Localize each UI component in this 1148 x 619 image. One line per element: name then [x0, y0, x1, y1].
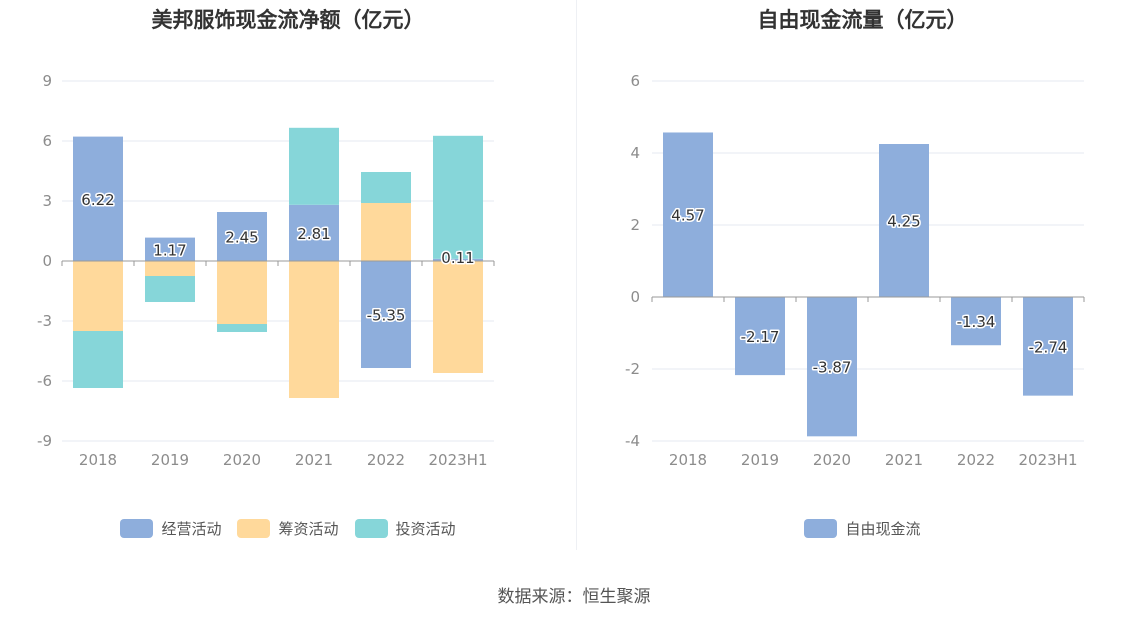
bar [361, 172, 411, 203]
x-tick-label: 2022 [957, 451, 995, 469]
x-tick-label: 2020 [813, 451, 851, 469]
y-tick-label: -9 [37, 432, 52, 450]
y-tick-label: 4 [630, 144, 640, 162]
x-tick-label: 2019 [741, 451, 779, 469]
bar [289, 204, 339, 261]
bar [807, 297, 857, 437]
x-tick-label: 2023H1 [429, 451, 488, 469]
y-tick-label: -3 [37, 312, 52, 330]
legend: 经营活动 筹资活动 投资活动 [0, 518, 576, 539]
x-tick-label: 2021 [295, 451, 333, 469]
legend-label: 自由现金流 [845, 520, 921, 538]
y-tick-label: 2 [630, 216, 640, 234]
bar [663, 132, 713, 297]
bar [879, 144, 929, 297]
x-tick-label: 2018 [79, 451, 117, 469]
x-tick-label: 2022 [367, 451, 405, 469]
legend-swatch [804, 519, 838, 538]
x-tick-label: 2020 [223, 451, 261, 469]
legend-label: 投资活动 [395, 520, 456, 538]
y-tick-label: -2 [625, 360, 640, 378]
cash-flow-net-chart: -9 -6 -3 0 3 6 9 6.22 1.17 2.45 2.81 -5.35 0.11 2018 2… [37, 72, 495, 469]
bar [145, 276, 195, 302]
bar [145, 261, 195, 276]
legend: 自由现金流 [577, 518, 1148, 539]
legend-label: 经营活动 [161, 520, 222, 538]
bar [289, 261, 339, 398]
bar [433, 135, 483, 259]
legend-swatch [120, 519, 154, 538]
y-tick-label: 9 [42, 72, 52, 90]
data-source: 数据来源：恒生聚源 [497, 587, 651, 607]
bar [73, 136, 123, 261]
free-cash-flow-panel: 自由现金流量（亿元） -4 -2 0 2 4 6 4.57 -2.17 -3.87 4.25 -1.… [577, 0, 1148, 555]
bar-value-label: 0.11 [441, 249, 474, 267]
x-tick-label: 2018 [669, 451, 707, 469]
bar-value-label: -2.17 [741, 328, 780, 346]
panel-divider [576, 0, 577, 550]
bar [361, 261, 411, 368]
y-tick-label: -6 [37, 372, 52, 390]
bar-value-label: 1.17 [153, 241, 186, 259]
y-tick-label: 0 [42, 252, 52, 270]
bar-value-label: -2.74 [1029, 338, 1068, 356]
chart-title: 美邦服饰现金流净额（亿元） [151, 8, 425, 32]
y-tick-label: 3 [42, 192, 52, 210]
bar-value-label: 2.81 [297, 225, 330, 243]
y-tick-label: 6 [42, 132, 52, 150]
legend-label: 筹资活动 [278, 520, 339, 538]
bar-value-label: -1.34 [957, 313, 996, 331]
bar [73, 261, 123, 331]
legend-item[interactable]: 经营活动 [120, 518, 221, 539]
legend-swatch [237, 519, 271, 538]
bar [361, 203, 411, 261]
bar-value-label: 2.45 [225, 229, 258, 247]
bar [217, 261, 267, 324]
chart-title: 自由现金流量（亿元） [757, 8, 968, 32]
bar [735, 297, 785, 376]
bar-value-label: 6.22 [81, 191, 114, 209]
bar [145, 237, 195, 261]
bar [217, 212, 267, 261]
bar-value-label: 4.57 [671, 207, 704, 225]
bar-value-label: -3.87 [813, 359, 852, 377]
y-tick-label: -4 [625, 432, 640, 450]
x-tick-label: 2023H1 [1019, 451, 1078, 469]
y-tick-label: 6 [630, 72, 640, 90]
legend-item[interactable]: 自由现金流 [804, 518, 921, 539]
bar [289, 127, 339, 205]
bar [73, 331, 123, 388]
legend-swatch [354, 519, 388, 538]
bar [433, 258, 483, 261]
legend-item[interactable]: 筹资活动 [237, 518, 339, 539]
bar-value-label: 4.25 [887, 213, 920, 231]
cash-flow-net-panel: 美邦服饰现金流净额（亿元） -9 -6 -3 0 3 6 9 6.22 1.17 2.45 2.81… [0, 0, 576, 555]
bar-value-label: -5.35 [367, 307, 406, 325]
y-tick-label: 0 [630, 288, 640, 306]
x-tick-label: 2019 [151, 451, 189, 469]
bar [433, 261, 483, 373]
legend-item[interactable]: 投资活动 [354, 518, 456, 539]
bar [951, 297, 1001, 346]
x-tick-label: 2021 [885, 451, 923, 469]
free-cash-flow-chart: -4 -2 0 2 4 6 4.57 -2.17 -3.87 4.25 -1.34 -2.74 2018… [625, 72, 1085, 469]
bar [1023, 297, 1073, 396]
bar [217, 324, 267, 332]
